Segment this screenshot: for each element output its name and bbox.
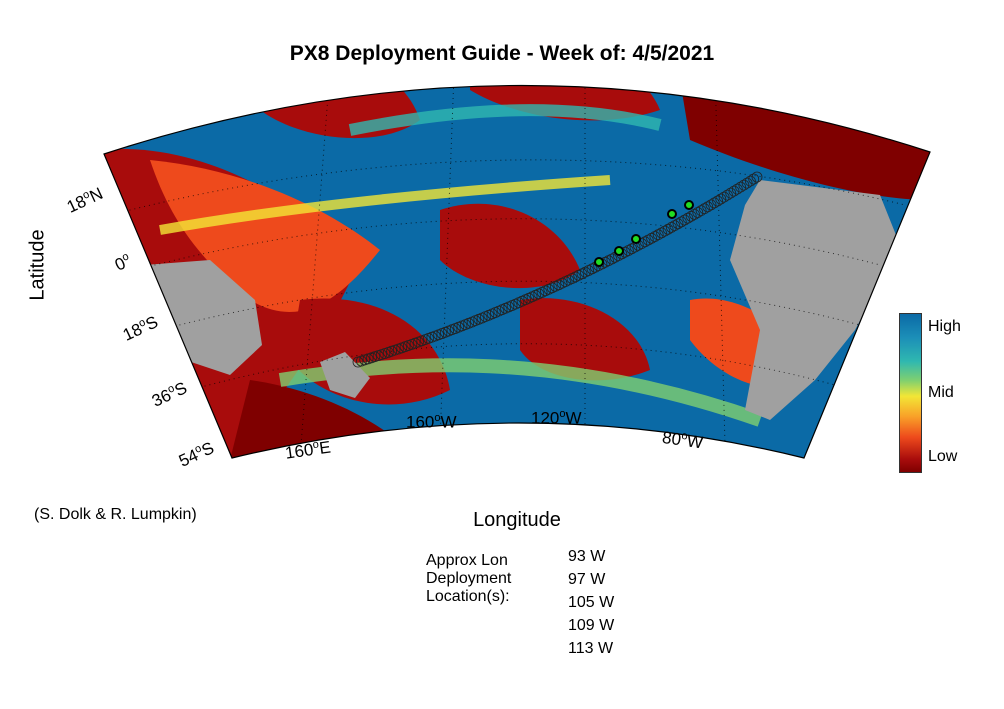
track-point [745, 175, 756, 187]
track-point [669, 220, 681, 232]
colorbar-low-label: Low [928, 448, 958, 465]
deployment-marker [667, 209, 677, 219]
deployment-heading-line: Location(s): [426, 588, 510, 605]
track-point [656, 227, 667, 239]
credit-text: (S. Dolk & R. Lumpkin) [34, 506, 197, 523]
deployment-marker [684, 200, 694, 210]
deployment-location: 109 W [568, 617, 615, 634]
track-point [652, 229, 664, 241]
deployment-markers [594, 200, 694, 267]
deployment-location: 97 W [568, 571, 606, 588]
track-point [659, 225, 671, 237]
track-point [679, 214, 690, 226]
south-america-land [730, 180, 900, 420]
track-point [666, 221, 677, 233]
track-point [725, 187, 737, 199]
deployment-heading-line: Approx Lon [426, 552, 508, 569]
deployment-heading: Approx Lon Deployment Location(s): [426, 552, 511, 606]
deployment-heading-line: Deployment [426, 570, 512, 587]
graticule [109, 85, 906, 459]
track-point [675, 216, 687, 228]
australia-land [145, 260, 262, 375]
track-point [649, 231, 661, 242]
colorbar-high-label: High [928, 318, 961, 335]
deployment-locations: 93 W 97 W 105 W 109 W 113 W [568, 545, 614, 660]
deployment-marker [631, 234, 641, 244]
track-point [695, 205, 707, 217]
track-point [722, 189, 733, 201]
track-point [748, 173, 760, 185]
track-point [741, 177, 753, 189]
map-title: PX8 Deployment Guide - Week of: 4/5/2021 [289, 42, 715, 65]
track-point [731, 183, 743, 195]
track-point [646, 232, 657, 244]
colorbar-mid-label: Mid [928, 384, 954, 401]
track-point [715, 193, 727, 205]
track-point [718, 191, 730, 203]
track-point [702, 201, 714, 213]
x-axis-label: Longitude [473, 509, 561, 531]
deployment-marker [594, 257, 604, 267]
track-point [682, 212, 694, 224]
track-point [689, 208, 700, 220]
deployment-location: 105 W [568, 594, 615, 611]
track-point [712, 195, 723, 207]
ocean-field [104, 85, 930, 459]
track-point [728, 185, 740, 197]
track-point [699, 203, 710, 215]
new-zealand-land [320, 352, 370, 398]
lon-label-120w: 120oW [531, 408, 582, 428]
deployment-location: 113 W [568, 640, 614, 657]
track-point [662, 223, 674, 235]
colorbar [899, 313, 922, 473]
track-point [685, 210, 697, 222]
track-point [692, 207, 704, 218]
track-point [708, 197, 720, 209]
track-point [735, 181, 746, 193]
track-point [705, 199, 717, 211]
track-point [672, 218, 684, 230]
track-point [751, 171, 763, 183]
map-frame [103, 84, 931, 459]
track-point [738, 179, 750, 191]
deployment-marker [614, 246, 624, 256]
lon-label-160w: 160oW [406, 412, 457, 432]
deployment-location: 93 W [568, 548, 606, 565]
